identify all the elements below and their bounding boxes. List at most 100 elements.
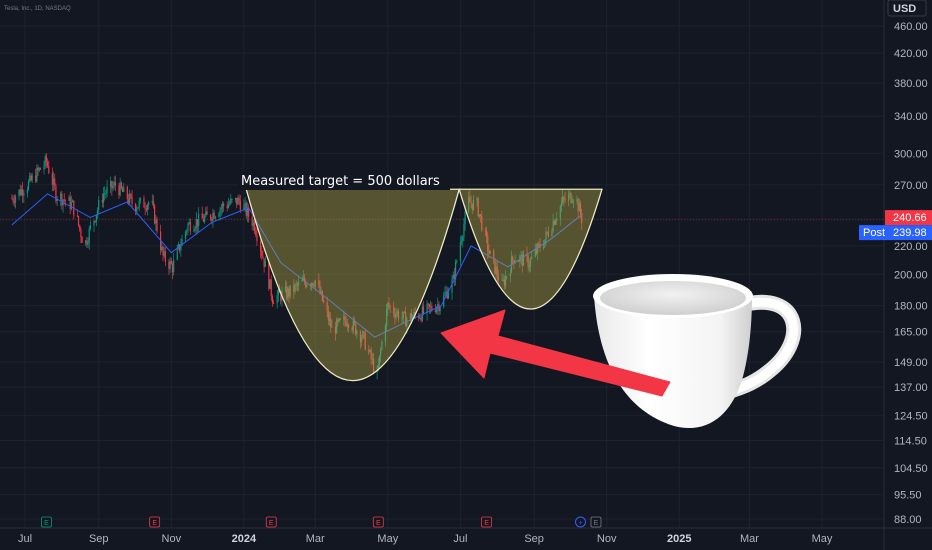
candle xyxy=(284,280,287,293)
handle-shape[interactable] xyxy=(458,188,603,310)
candle xyxy=(163,246,165,259)
candle xyxy=(270,275,272,301)
candle xyxy=(513,259,515,270)
earnings-icon[interactable]: E xyxy=(265,516,277,528)
candle xyxy=(110,176,112,194)
candle xyxy=(493,248,495,264)
candle xyxy=(318,273,320,289)
earnings-icon[interactable]: E xyxy=(41,516,52,528)
price-tick-label: 165.00 xyxy=(894,327,928,339)
candle xyxy=(144,202,146,216)
candle xyxy=(362,329,364,339)
candle xyxy=(14,194,17,209)
candle xyxy=(61,190,63,210)
candle xyxy=(237,195,239,205)
time-tick-label: Jul xyxy=(453,533,467,545)
candle xyxy=(26,186,28,198)
candle xyxy=(148,200,150,210)
cup-shape[interactable] xyxy=(245,188,461,381)
candle xyxy=(338,317,340,324)
candle xyxy=(345,315,347,328)
candle xyxy=(137,206,139,210)
candle xyxy=(463,218,465,242)
candle xyxy=(22,182,24,203)
candle xyxy=(12,195,14,205)
candle xyxy=(286,281,288,301)
currency-button[interactable] xyxy=(887,0,927,17)
candle xyxy=(534,243,536,258)
earnings-icon[interactable]: E xyxy=(590,516,602,528)
candle xyxy=(152,195,155,209)
candle xyxy=(326,296,328,318)
candle xyxy=(387,301,389,317)
candle xyxy=(312,282,314,287)
price-tick-label: 124.50 xyxy=(894,411,928,423)
candle xyxy=(54,173,56,191)
candle xyxy=(468,191,470,214)
candle xyxy=(51,167,53,192)
candle xyxy=(522,249,525,267)
candle xyxy=(69,191,71,215)
candle xyxy=(451,275,453,300)
candle xyxy=(255,227,257,238)
candle xyxy=(93,220,95,233)
svg-text:E: E xyxy=(484,520,489,527)
candle xyxy=(154,203,156,225)
candle xyxy=(118,182,120,199)
candle xyxy=(484,227,486,237)
time-axis[interactable]: Jul Sep Nov 2024 Mar May Jul Sep Nov 2025 Mar May xyxy=(18,533,833,545)
candle xyxy=(504,269,507,290)
candle xyxy=(85,239,87,246)
candle xyxy=(479,213,482,223)
candle xyxy=(243,199,245,211)
candle xyxy=(88,225,90,250)
candle xyxy=(537,242,539,261)
earnings-icon[interactable]: E xyxy=(372,516,384,528)
candle xyxy=(471,203,473,215)
candle xyxy=(179,243,181,254)
candle xyxy=(296,282,299,292)
candle xyxy=(27,179,30,191)
candle xyxy=(273,299,275,305)
candle xyxy=(322,295,325,304)
price-axis[interactable]: 460.00 420.00 380.00 340.00 300.00 270.00 240.… xyxy=(894,21,928,526)
candle xyxy=(186,229,188,236)
earnings-markers[interactable]: E E E E E + E xyxy=(41,516,602,528)
candle xyxy=(289,285,291,299)
price-tick-label: 88.00 xyxy=(894,514,922,526)
candle xyxy=(214,215,216,221)
candle xyxy=(447,287,450,300)
time-tick-label: Nov xyxy=(162,533,182,545)
candle xyxy=(503,275,505,290)
candle xyxy=(363,330,365,340)
moving-average-line xyxy=(11,193,584,338)
candle xyxy=(39,167,42,170)
cup-and-handle-shapes[interactable] xyxy=(245,188,603,381)
candle xyxy=(105,189,107,199)
last-price-label: 240.66 xyxy=(893,212,927,224)
candle xyxy=(13,194,15,207)
add-event-icon[interactable]: + xyxy=(575,516,587,528)
candle xyxy=(477,196,479,218)
candle xyxy=(29,172,31,183)
candle xyxy=(426,300,428,321)
candle xyxy=(321,290,323,302)
candle xyxy=(119,177,121,197)
time-tick-label: Mar xyxy=(740,533,759,545)
earnings-icon[interactable]: E xyxy=(481,516,492,528)
candle xyxy=(336,317,338,334)
svg-text:E: E xyxy=(44,520,49,527)
candle xyxy=(195,212,197,235)
candle xyxy=(389,305,391,313)
post-market-tag: Post xyxy=(863,227,885,239)
candle xyxy=(352,315,354,335)
candle xyxy=(496,260,498,282)
earnings-icon[interactable]: E xyxy=(149,516,161,528)
candle xyxy=(101,193,103,208)
candle xyxy=(71,199,74,203)
candle xyxy=(113,176,115,190)
candle xyxy=(334,322,337,341)
candle xyxy=(151,194,153,206)
